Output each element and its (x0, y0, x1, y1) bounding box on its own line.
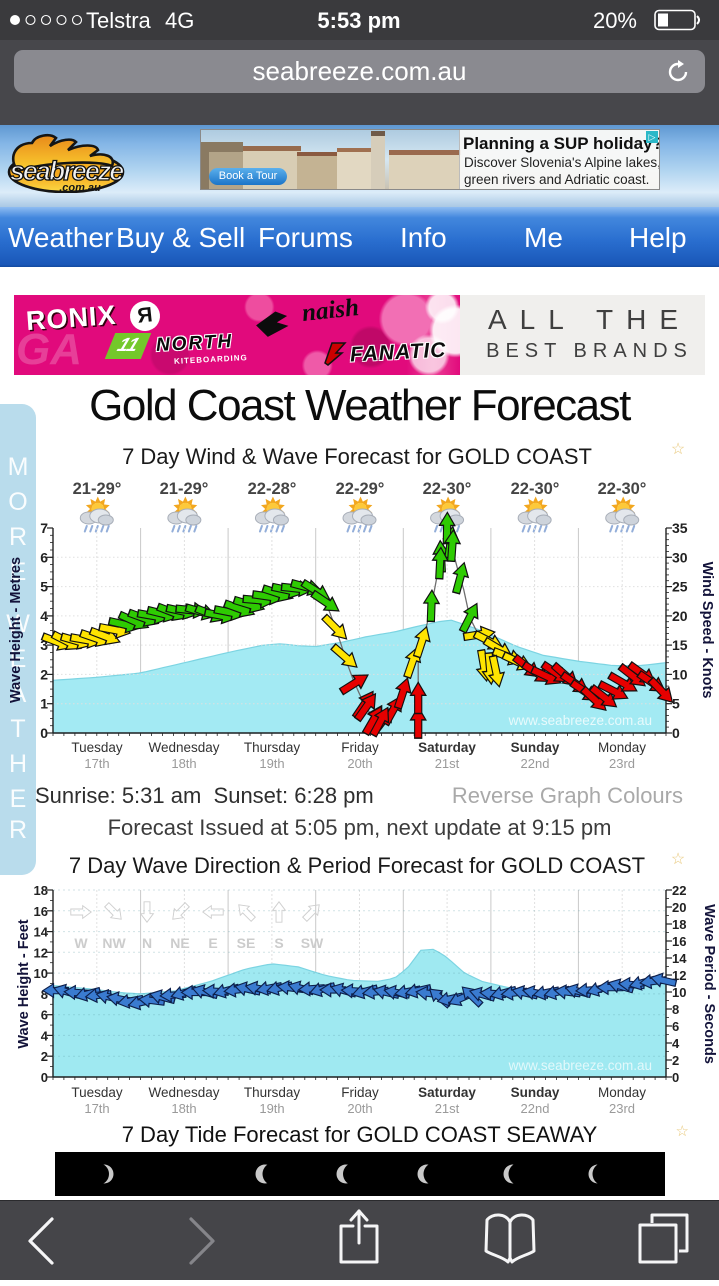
svg-text:6: 6 (672, 1019, 679, 1034)
svg-text:5: 5 (40, 579, 48, 595)
svg-text:Monday: Monday (598, 1085, 646, 1100)
svg-text:5: 5 (672, 696, 680, 712)
svg-text:Sunday: Sunday (511, 1085, 560, 1100)
svg-text:7: 7 (40, 520, 48, 536)
svg-text:NW: NW (102, 935, 126, 951)
svg-text:17th: 17th (84, 1101, 109, 1116)
svg-text:22-30°: 22-30° (598, 480, 647, 498)
svg-text:15: 15 (672, 637, 688, 653)
svg-text:21-29°: 21-29° (160, 480, 209, 498)
svg-text:14: 14 (34, 925, 49, 940)
svg-text:2: 2 (672, 1053, 679, 1068)
svg-text:8: 8 (672, 1002, 679, 1017)
svg-text:NE: NE (170, 935, 189, 951)
svg-text:0: 0 (41, 1070, 48, 1085)
svg-text:www.seabreeze.com.au: www.seabreeze.com.au (508, 1058, 652, 1073)
svg-text:0: 0 (40, 725, 48, 741)
svg-text:Wednesday: Wednesday (148, 1085, 219, 1100)
svg-text:Saturday: Saturday (418, 1085, 476, 1100)
svg-text:22-28°: 22-28° (248, 480, 297, 498)
svg-text:23rd: 23rd (609, 1101, 635, 1116)
svg-text:23rd: 23rd (609, 756, 635, 771)
svg-text:Tuesday: Tuesday (71, 740, 123, 755)
svg-text:22-30°: 22-30° (511, 480, 560, 498)
svg-text:Thursday: Thursday (244, 1085, 301, 1100)
svg-text:.com.au: .com.au (59, 182, 101, 193)
svg-text:Wind Speed - Knots: Wind Speed - Knots (699, 562, 715, 699)
svg-text:0: 0 (672, 1070, 679, 1085)
svg-text:20th: 20th (347, 1101, 372, 1116)
svg-text:Saturday: Saturday (418, 740, 476, 755)
svg-text:20%: 20% (593, 8, 637, 33)
svg-text:4: 4 (40, 608, 48, 624)
svg-text:21-29°: 21-29° (73, 480, 122, 498)
svg-text:22-30°: 22-30° (423, 480, 472, 498)
svg-text:Thursday: Thursday (244, 740, 301, 755)
svg-text:2: 2 (40, 666, 48, 682)
svg-text:2: 2 (41, 1049, 48, 1064)
svg-text:Friday: Friday (341, 740, 379, 755)
svg-text:18: 18 (34, 883, 48, 898)
svg-text:22-29°: 22-29° (336, 480, 385, 498)
svg-text:Sunday: Sunday (511, 740, 560, 755)
svg-text:Wave Height - Metres: Wave Height - Metres (8, 557, 24, 703)
svg-text:SW: SW (301, 935, 324, 951)
svg-text:S: S (274, 935, 283, 951)
svg-text:18th: 18th (171, 1101, 196, 1116)
svg-text:12: 12 (672, 968, 686, 983)
svg-text:20th: 20th (347, 756, 372, 771)
svg-text:16: 16 (34, 904, 48, 919)
svg-text:5:53 pm: 5:53 pm (317, 8, 400, 33)
svg-text:W: W (74, 935, 88, 951)
svg-text:14: 14 (672, 951, 687, 966)
svg-text:19th: 19th (259, 1101, 284, 1116)
svg-text:17th: 17th (84, 756, 109, 771)
svg-text:4: 4 (41, 1028, 49, 1043)
svg-text:12: 12 (34, 945, 48, 960)
svg-text:0: 0 (672, 725, 680, 741)
svg-text:4G: 4G (165, 8, 194, 33)
svg-text:☆: ☆ (671, 851, 685, 868)
svg-text:3: 3 (40, 637, 48, 653)
svg-text:21st: 21st (435, 756, 460, 771)
svg-text:6: 6 (41, 1008, 48, 1023)
svg-text:E: E (208, 935, 217, 951)
svg-text:16: 16 (672, 934, 686, 949)
svg-text:10: 10 (34, 966, 48, 981)
svg-text:10: 10 (672, 985, 686, 1000)
svg-text:7 Day Wave Direction & Period: 7 Day Wave Direction & Period Forecast f… (69, 853, 645, 878)
svg-text:18th: 18th (171, 756, 196, 771)
svg-text:22: 22 (672, 883, 686, 898)
svg-text:8: 8 (41, 987, 48, 1002)
svg-text:Telstra: Telstra (86, 8, 152, 33)
svg-text:10: 10 (672, 666, 688, 682)
svg-text:Wave Height - Feet: Wave Height - Feet (16, 919, 32, 1048)
svg-text:Wave Period - Seconds: Wave Period - Seconds (701, 904, 717, 1064)
svg-text:25: 25 (672, 579, 688, 595)
svg-text:20: 20 (672, 900, 686, 915)
svg-text:Monday: Monday (598, 740, 646, 755)
svg-text:1: 1 (40, 696, 48, 712)
svg-text:SE: SE (237, 935, 256, 951)
svg-text:7 Day Wind & Wave Forecast for: 7 Day Wind & Wave Forecast for GOLD COAS… (122, 444, 592, 469)
svg-text:Friday: Friday (341, 1085, 379, 1100)
svg-text:18: 18 (672, 917, 686, 932)
svg-text:19th: 19th (259, 756, 284, 771)
svg-text:Wednesday: Wednesday (148, 740, 219, 755)
svg-text:35: 35 (672, 520, 688, 536)
svg-text:20: 20 (672, 608, 688, 624)
svg-text:30: 30 (672, 549, 688, 565)
svg-text:21st: 21st (435, 1101, 460, 1116)
svg-text:6: 6 (40, 549, 48, 565)
svg-text:www.seabreeze.com.au: www.seabreeze.com.au (508, 713, 652, 728)
svg-text:Tuesday: Tuesday (71, 1085, 123, 1100)
svg-text:4: 4 (672, 1036, 680, 1051)
svg-text:22nd: 22nd (521, 756, 550, 771)
svg-text:☆: ☆ (671, 441, 685, 458)
svg-text:N: N (142, 935, 152, 951)
svg-text:22nd: 22nd (521, 1101, 550, 1116)
svg-text:seabreeze: seabreeze (10, 156, 125, 186)
